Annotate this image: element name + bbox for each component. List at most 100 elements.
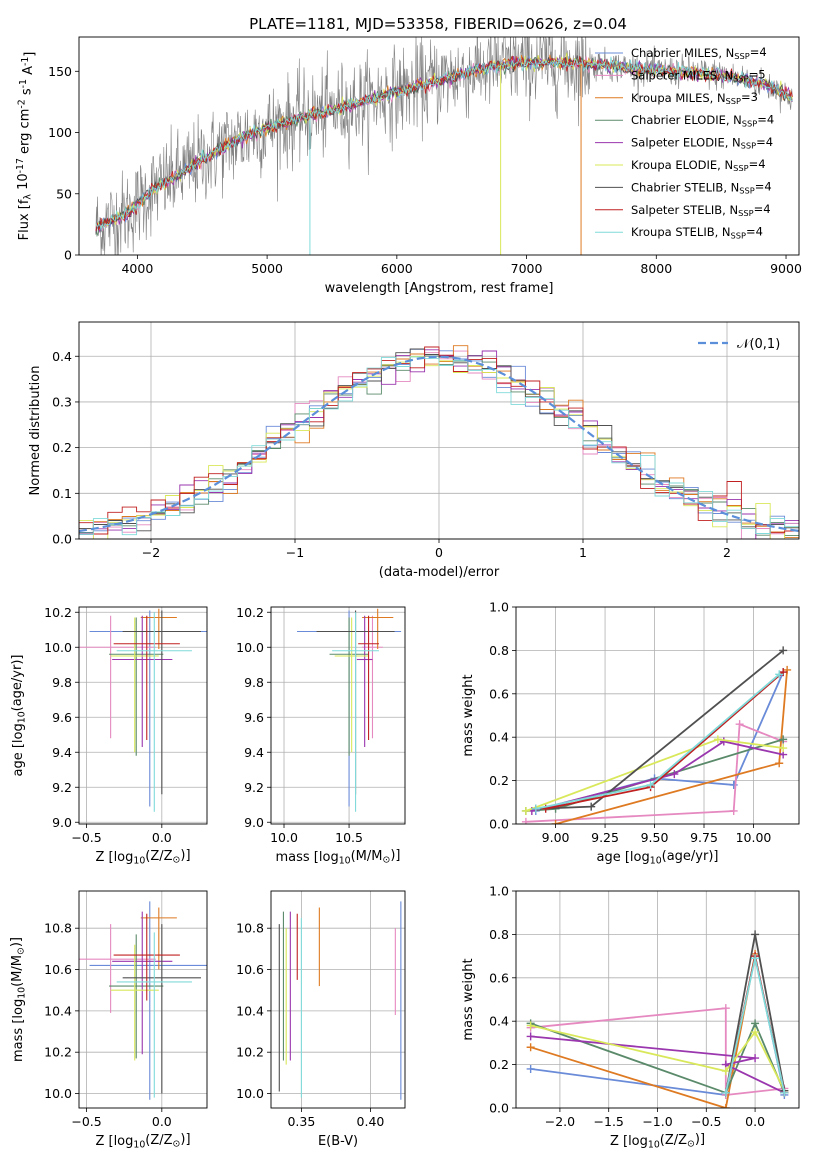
x-tick-label: 0.40 [357, 1114, 385, 1129]
y-tick-label: 100 [48, 125, 72, 140]
weight-marker-kroupa_stelib [780, 1088, 789, 1097]
errorbar-kroupa_miles [362, 608, 394, 649]
errorbar-salpeter_miles [79, 615, 156, 739]
y-tick-label: 0.2 [52, 440, 72, 455]
y-tick-label: 9.2 [244, 780, 264, 795]
weight-marker-chabrier_stelib [751, 930, 760, 939]
panel-weight_vs_Z: −2.0 −1.5 −1.0 −0.5 0.0 0.0 0.2 0.4 0.6 0.8 1.0 Z [… [461, 884, 800, 1150]
axes-frame [270, 890, 406, 1109]
y-axis-label: Flux [fλ​ 10-17​ erg cm-2​ s-1​ A-1​] [15, 52, 38, 241]
weight-marker-kroupa_stelib [531, 804, 540, 813]
y-tick-label: 0.4 [489, 1014, 509, 1029]
x-tick-label: −1.5 [594, 1114, 624, 1129]
y-tick-label: 0 [64, 248, 72, 263]
legend-label-salpeter_stelib: Salpeter STELIB, NSSP​=4 [631, 202, 771, 218]
x-tick-label: 9000 [770, 261, 802, 276]
errorbar-chabrier_stelib [122, 924, 201, 1094]
y-axis-label: mass weight [461, 958, 476, 1040]
y-tick-label: 0.6 [489, 970, 509, 985]
x-tick-label: −0.5 [691, 1114, 721, 1129]
x-tick-label: 9.25 [591, 830, 619, 845]
histogram-kroupa_stelib [79, 356, 799, 539]
plot-area [526, 930, 789, 1108]
axes-frame [78, 890, 208, 1109]
y-tick-label: 0.6 [489, 686, 509, 701]
y-tick-label: 150 [48, 64, 72, 79]
y-tick-label: 9.0 [244, 815, 264, 830]
y-tick-label: 10.6 [44, 962, 72, 977]
weight-marker-kroupa_elodie [751, 1028, 760, 1037]
weight-marker-kroupa_miles [526, 1043, 535, 1052]
weight-marker-salpeter_miles [735, 720, 744, 729]
weight-marker-salpeter_elodie [719, 737, 728, 746]
y-tick-label: 10.4 [44, 1003, 72, 1018]
x-tick-label: 0.0 [152, 830, 172, 845]
panel-residual_hist: −2 −1 0 1 2 0.0 0.1 0.2 0.3 0.4 (data-model)/error… [28, 321, 800, 580]
y-axis-label: mass [log10​(M/M⊙​)] [9, 937, 27, 1062]
y-tick-label: 10.2 [44, 605, 72, 620]
weight-marker-salpeter_elodie [751, 1054, 760, 1063]
weight-marker-chabrier_elodie [751, 1019, 760, 1028]
weight-line-salpeter_miles [525, 722, 784, 823]
x-tick-label: 9.75 [690, 830, 718, 845]
x-axis-label: Z [log10​(Z/Z⊙​)] [610, 1132, 705, 1150]
x-tick-label: 0.0 [745, 1114, 765, 1129]
x-axis-label: (data-model)/error [379, 565, 500, 580]
weight-marker-kroupa_miles [775, 759, 784, 768]
weight-marker-chabrier_stelib [587, 802, 596, 811]
weight-marker-kroupa_miles [721, 1104, 730, 1108]
y-tick-label: 0.0 [489, 817, 509, 832]
weight-marker-kroupa_stelib [775, 670, 784, 679]
panel-mass_vs_Z: −0.5 0.0 10.0 10.2 10.4 10.6 10.8 Z [log10​(Z/Z… [9, 890, 208, 1150]
errorbar-salpeter_miles [362, 615, 383, 739]
weight-marker-kroupa_elodie [526, 1021, 535, 1030]
weight-marker-chabrier_elodie [779, 735, 788, 744]
x-axis-label: E(B-V) [318, 1134, 358, 1149]
axes-frame [270, 606, 406, 825]
x-axis-label: wavelength [Angstrom, rest frame] [325, 281, 554, 296]
axes-frame [78, 36, 800, 256]
y-tick-label: 10.0 [236, 640, 264, 655]
plot-area [79, 345, 799, 539]
x-tick-label: −0.5 [71, 1114, 101, 1129]
y-tick-label: 0.8 [489, 927, 509, 942]
y-tick-label: 0.1 [52, 486, 72, 501]
panel-age_vs_Z: −0.5 0.0 9.0 9.2 9.4 9.6 9.8 10.0 10.2 Z [log10​(… [10, 605, 208, 866]
weight-marker-salpeter_miles [721, 1004, 730, 1013]
x-tick-label: 9.00 [542, 830, 570, 845]
legend-label-kroupa_miles: Kroupa MILES, NSSP​=3 [631, 90, 758, 106]
weight-marker-kroupa_stelib [721, 1088, 730, 1097]
weight-marker-kroupa_elodie [713, 735, 722, 744]
y-tick-label: 0.2 [489, 773, 509, 788]
plot-area [79, 901, 207, 1100]
x-tick-label: 0.0 [152, 1114, 172, 1129]
errorbar-kroupa_elodie [334, 617, 369, 753]
errorbar-salpeter_stelib [358, 615, 379, 740]
panel-spectrum: 4000 5000 6000 7000 8000 9000 0 50 100 150 wavelen… [15, 36, 802, 296]
panel-age_vs_mass: 10.0 10.5 9.0 9.2 9.4 9.6 9.8 10.0 10.2 mass [log… [236, 605, 406, 866]
y-tick-label: 50 [56, 186, 72, 201]
panel-weight_vs_age: 9.00 9.25 9.50 9.75 10.00 0.0 0.2 0.4 0.6 0.8 1.0 a… [461, 600, 800, 866]
legend-label-chabrier_elodie: Chabrier ELODIE, NSSP​=4 [631, 112, 774, 128]
weight-marker-kroupa_elodie [521, 806, 530, 815]
x-tick-label: 10.00 [736, 830, 772, 845]
y-tick-label: 10.0 [44, 640, 72, 655]
axes-frame [515, 606, 800, 825]
weight-marker-kroupa_elodie [721, 1067, 730, 1076]
y-tick-label: 10.0 [44, 1086, 72, 1101]
legend-label-chabrier_stelib: Chabrier STELIB, NSSP​=4 [631, 180, 772, 196]
y-tick-label: 10.0 [236, 1086, 264, 1101]
y-tick-label: 10.2 [44, 1045, 72, 1060]
x-axis-label: Z [log10​(Z/Z⊙​)] [95, 848, 190, 866]
y-tick-label: 10.8 [44, 921, 72, 936]
errorbar-salpeter_elodie [356, 615, 373, 747]
y-tick-label: 9.8 [52, 675, 72, 690]
axes-frame [515, 890, 800, 1109]
x-tick-label: 0 [435, 545, 443, 560]
axes-frame [78, 321, 800, 540]
y-tick-label: 9.4 [244, 745, 264, 760]
y-tick-label: 9.2 [52, 780, 72, 795]
errorbar-kroupa_elodie [110, 944, 159, 1061]
y-tick-label: 0.0 [52, 532, 72, 547]
